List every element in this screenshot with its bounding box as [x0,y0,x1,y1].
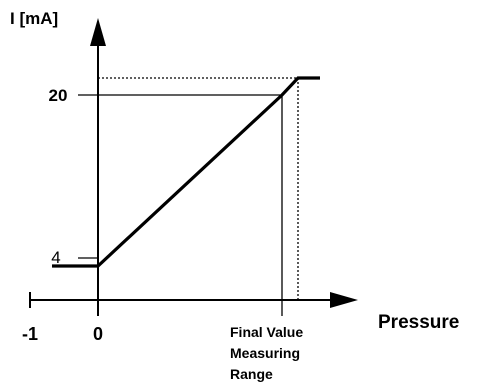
x-tick-label-fv-line2: Measuring [230,345,300,361]
y-tick-label-4: 4 [51,248,60,267]
y-axis-label: I [mA] [10,9,58,28]
x-tick-label-fv-line3: Range [230,366,273,382]
series-line [52,76,320,268]
x-tick-label-0: 0 [93,324,103,344]
y-tick-label-20: 20 [49,86,68,105]
x-tick-label-neg1: -1 [22,324,38,344]
x-tick-label-fv-line1: Final Value [230,324,303,340]
x-axis-arrow [330,292,358,308]
y-axis-arrow [90,18,106,46]
x-axis-label: Pressure [378,312,459,333]
